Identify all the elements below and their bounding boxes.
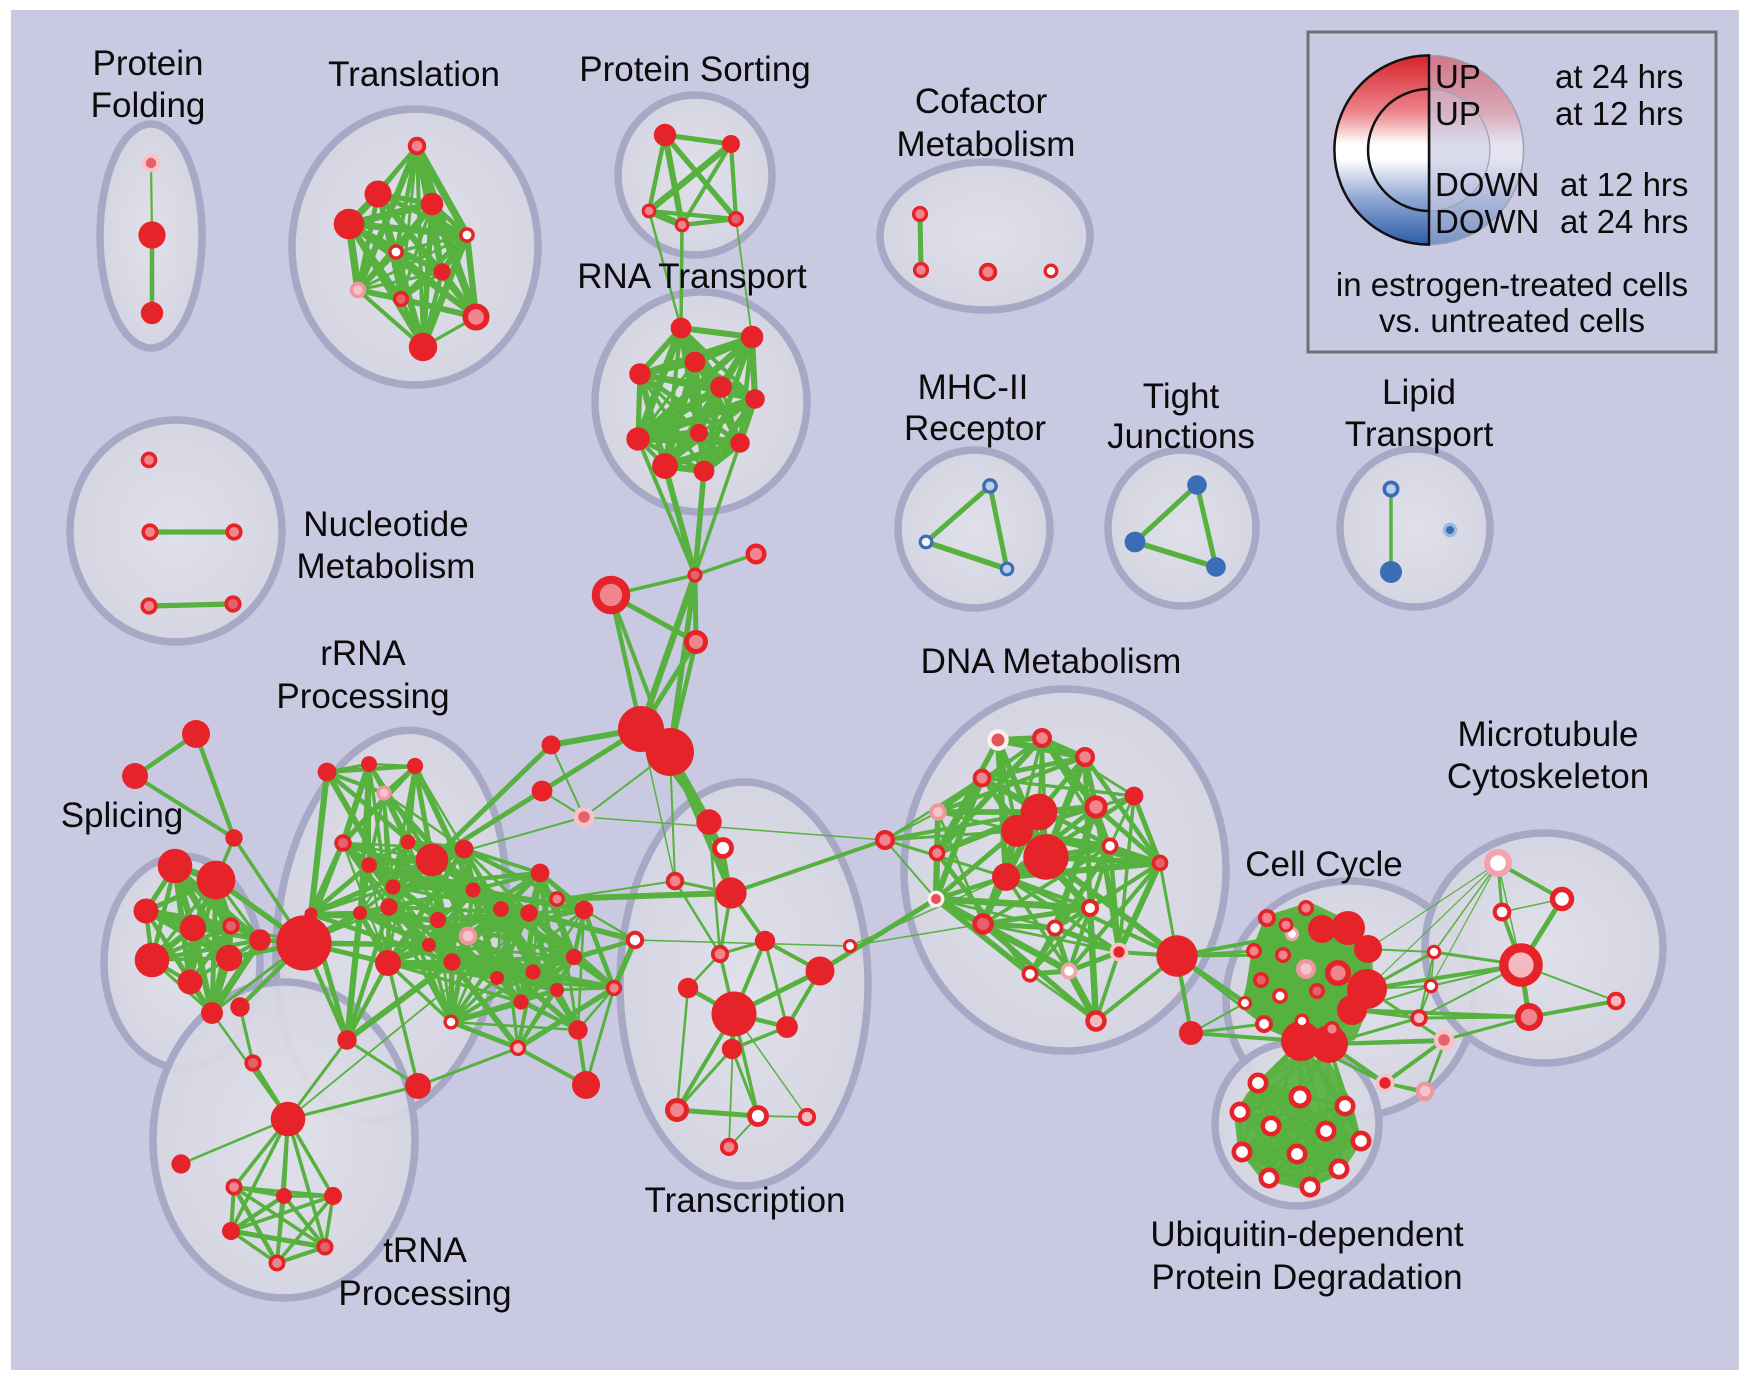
svg-text:Microtubule: Microtubule	[1458, 715, 1639, 754]
svg-text:at 12 hrs: at 12 hrs	[1560, 166, 1688, 203]
svg-text:Lipid: Lipid	[1382, 373, 1456, 412]
svg-text:Receptor: Receptor	[904, 409, 1046, 448]
svg-text:at 24 hrs: at 24 hrs	[1555, 58, 1683, 95]
svg-text:Cell Cycle: Cell Cycle	[1245, 845, 1403, 884]
svg-text:in estrogen-treated cells: in estrogen-treated cells	[1336, 266, 1688, 303]
svg-text:rRNA: rRNA	[320, 634, 406, 673]
svg-text:Transcription: Transcription	[645, 1181, 846, 1220]
svg-text:UP: UP	[1435, 95, 1481, 132]
svg-text:Junctions: Junctions	[1107, 417, 1255, 456]
svg-text:Protein: Protein	[93, 44, 204, 83]
svg-text:Protein Degradation: Protein Degradation	[1151, 1258, 1462, 1297]
svg-text:Tight: Tight	[1143, 377, 1220, 416]
svg-text:Cofactor: Cofactor	[915, 82, 1048, 121]
svg-text:UP: UP	[1435, 58, 1481, 95]
svg-text:DOWN: DOWN	[1435, 166, 1539, 203]
svg-text:vs. untreated cells: vs. untreated cells	[1379, 302, 1645, 339]
svg-text:Folding: Folding	[91, 86, 206, 125]
svg-text:Metabolism: Metabolism	[897, 125, 1076, 164]
svg-text:Protein Sorting: Protein Sorting	[579, 50, 811, 89]
svg-text:MHC-II: MHC-II	[918, 368, 1029, 407]
svg-text:DNA Metabolism: DNA Metabolism	[921, 642, 1182, 681]
svg-text:RNA Transport: RNA Transport	[577, 257, 807, 296]
svg-text:DOWN: DOWN	[1435, 203, 1539, 240]
svg-text:Ubiquitin-dependent: Ubiquitin-dependent	[1150, 1215, 1464, 1254]
svg-text:Processing: Processing	[276, 677, 449, 716]
svg-text:Transport: Transport	[1345, 415, 1494, 454]
svg-text:Translation: Translation	[328, 55, 500, 94]
svg-text:at 24 hrs: at 24 hrs	[1560, 203, 1688, 240]
svg-text:tRNA: tRNA	[383, 1231, 467, 1270]
svg-text:Metabolism: Metabolism	[297, 547, 476, 586]
svg-text:Cytoskeleton: Cytoskeleton	[1447, 757, 1649, 796]
svg-text:Nucleotide: Nucleotide	[303, 505, 468, 544]
svg-text:Splicing: Splicing	[61, 796, 184, 835]
svg-text:Processing: Processing	[338, 1274, 511, 1313]
svg-text:at 12 hrs: at 12 hrs	[1555, 95, 1683, 132]
